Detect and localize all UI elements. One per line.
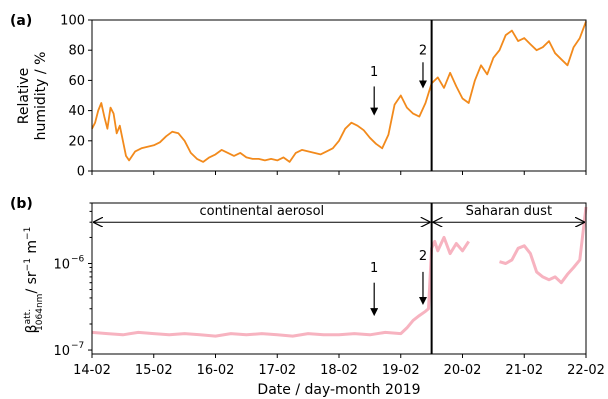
panel-a-ylabel-line2: humidity / % bbox=[33, 52, 49, 141]
panel-b-annotation-label: 1 bbox=[370, 261, 378, 276]
panel-b-label: (b) bbox=[10, 196, 33, 212]
panel-b-xtick-label: 17-02 bbox=[258, 363, 296, 378]
backscatter-series-line bbox=[91, 235, 470, 338]
panel-b-xtick-label: 14-02 bbox=[73, 363, 111, 378]
period-range-label: continental aerosol bbox=[199, 204, 324, 219]
panel-b-xtick-label: 22-02 bbox=[567, 363, 605, 378]
panel-b-annotation-label: 2 bbox=[419, 249, 427, 264]
panel-a-ytick-label: 60 bbox=[68, 74, 85, 89]
panel-a-series bbox=[91, 20, 587, 171]
panel-b: (b) βatt. 1064nm/ sr−1 m−1 10 −710 −614-02 1… bbox=[10, 196, 605, 398]
panel-b-ytick-exponent: −6 bbox=[71, 254, 85, 264]
ylabel-exp1: −1 bbox=[23, 258, 33, 271]
x-axis-label: Date / day-month 2019 bbox=[257, 382, 420, 398]
panel-b-xtick-label: 16-02 bbox=[197, 363, 235, 378]
humidity-series-line bbox=[91, 21, 587, 163]
panel-a-annotations: 12 bbox=[370, 44, 427, 116]
panel-b-xtick-label: 19-02 bbox=[382, 363, 420, 378]
panel-b-ytick-label: 10 bbox=[53, 344, 70, 359]
panel-b-annotations: continental aerosol Saharan dust 1 2 bbox=[94, 204, 584, 317]
backscatter-series-line bbox=[499, 206, 588, 285]
panel-a-ytick-label: 40 bbox=[68, 104, 85, 119]
panel-b-ytick-label: 10 bbox=[53, 257, 70, 272]
panel-b-xtick-label: 15-02 bbox=[135, 363, 173, 378]
panel-a-ticks: 0 20 40 60 80 100 bbox=[60, 14, 587, 180]
panel-a-annotation-label: 2 bbox=[419, 44, 427, 59]
ylabel-exp2: −1 bbox=[23, 227, 33, 240]
ylabel-rest: / sr bbox=[24, 271, 40, 293]
panel-a-frame bbox=[91, 19, 587, 172]
panel-a-ylabel-line1: Relative bbox=[16, 68, 32, 124]
ylabel-sup: att. bbox=[23, 309, 33, 324]
panel-b-frame bbox=[91, 202, 587, 355]
panel-a-annotation-label: 1 bbox=[370, 65, 378, 80]
panel-a-label: (a) bbox=[10, 13, 32, 29]
ylabel-sub: 1064nm bbox=[35, 294, 45, 331]
panel-a-ytick-label: 80 bbox=[68, 44, 85, 59]
ylabel-m: m bbox=[24, 240, 40, 258]
panel-a-ytick-label: 20 bbox=[68, 134, 85, 149]
panel-b-ylabel: βatt. 1064nm/ sr−1 m−1 bbox=[23, 227, 45, 334]
panel-b-xtick-label: 20-02 bbox=[444, 363, 482, 378]
panel-b-xtick-label: 18-02 bbox=[320, 363, 358, 378]
panel-b-ticks: 10 −710 −614-02 15-02 16-02 17-02 18-02 19-02 20… bbox=[53, 202, 605, 378]
panel-b-series bbox=[91, 203, 588, 354]
period-range-label: Saharan dust bbox=[466, 204, 552, 219]
panel-a-ytick-label: 0 bbox=[77, 165, 85, 180]
ylabel-beta: β bbox=[24, 324, 40, 333]
panel-b-ylabel-text: βatt. 1064nm/ sr−1 m−1 bbox=[23, 227, 45, 334]
panel-b-ytick-exponent: −7 bbox=[71, 341, 84, 351]
panel-b-xtick-label: 21-02 bbox=[505, 363, 543, 378]
panel-a: (a) Relative humidity / % 0 20 40 60 80 100 1… bbox=[10, 13, 587, 180]
panel-a-ytick-label: 100 bbox=[60, 14, 85, 29]
